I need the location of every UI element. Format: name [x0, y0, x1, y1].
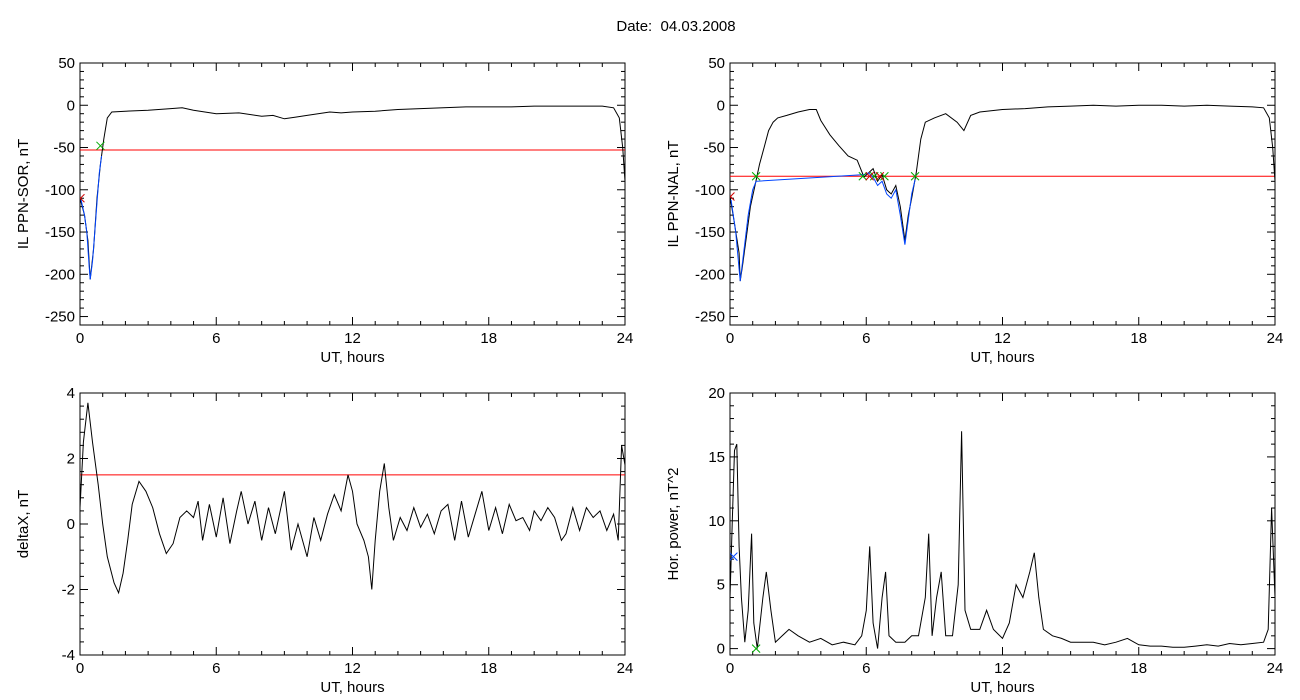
x-tick-label: 24 [1267, 660, 1284, 677]
series-line-0 [80, 105, 625, 280]
y-tick-label: 0 [717, 97, 725, 114]
x-axis-label: UT, hours [320, 679, 384, 696]
plot-nal: 0 6 12 18 24 50 0 -50 -100 -150 -200 -250 UT, hours I… [665, 55, 1283, 366]
event-marker [865, 171, 875, 181]
y-tick-label: 15 [708, 449, 725, 466]
y-tick-label: 50 [58, 55, 75, 72]
x-tick-label: 12 [994, 330, 1011, 347]
event-marker-stroke [96, 141, 105, 151]
event-marker [80, 193, 85, 203]
x-tick-label: 0 [76, 330, 84, 347]
plot-frame [729, 392, 1276, 656]
y-tick-label: 2 [67, 451, 75, 468]
x-tick-label: 24 [1267, 330, 1284, 347]
series-line-0 [80, 402, 625, 595]
x-tick-label: 12 [344, 660, 361, 677]
y-tick-label: 20 [708, 385, 725, 402]
y-axis-label: IL PPN-NAL, nT [665, 141, 682, 248]
x-axis-label: UT, hours [320, 349, 384, 366]
y-axis-label: IL PPN-SOR, nT [15, 139, 32, 249]
x-tick-label: 18 [480, 330, 497, 347]
x-tick-label: 18 [1130, 660, 1147, 677]
y-tick-label: 10 [708, 513, 725, 530]
event-marker-stroke [730, 192, 735, 198]
event-marker [751, 644, 761, 653]
event-marker-stroke [865, 171, 875, 181]
x-tick-label: 6 [212, 660, 220, 677]
event-marker-stroke [910, 171, 920, 181]
plot-data-area [730, 431, 1275, 653]
series-line-0 [730, 431, 1275, 649]
y-tick-label: -100 [695, 182, 725, 199]
event-marker-stroke [875, 171, 885, 181]
x-tick-label: 24 [617, 660, 634, 677]
plot-data-area [80, 402, 625, 595]
plot-frame [79, 392, 626, 656]
event-marker-stroke [730, 552, 738, 561]
x-tick-label: 0 [726, 330, 734, 347]
x-tick-label: 6 [212, 330, 220, 347]
y-tick-label: -200 [45, 266, 75, 283]
event-marker-stroke [880, 171, 889, 181]
y-tick-label: -150 [695, 224, 725, 241]
y-tick-label: -250 [695, 309, 725, 326]
x-tick-label: 6 [862, 660, 870, 677]
event-marker [730, 192, 735, 201]
plot-deltax: 0 6 12 18 24 4 2 0 -2 -4 UT, hours deltaX, nT [15, 385, 633, 696]
y-axis-label: deltaX, nT [15, 490, 32, 558]
y-tick-label: 4 [67, 385, 75, 402]
event-marker [96, 141, 105, 151]
page-title: Date: 04.03.2008 [616, 18, 736, 35]
x-axis-label: UT, hours [970, 349, 1034, 366]
event-marker [880, 171, 889, 181]
plot-frame [79, 62, 626, 326]
series-line-0 [730, 104, 1275, 282]
y-tick-label: -150 [45, 224, 75, 241]
y-tick-label: -200 [695, 266, 725, 283]
x-tick-label: 12 [994, 660, 1011, 677]
y-tick-label: -50 [703, 140, 725, 157]
y-tick-label: 0 [67, 516, 75, 533]
y-tick-label: -2 [62, 582, 75, 599]
event-marker-stroke [858, 171, 868, 181]
plot-data-area [80, 105, 625, 280]
y-tick-label: -4 [62, 647, 75, 664]
series-line-1 [730, 172, 916, 282]
plot-sor: 0 6 12 18 24 50 0 -50 -100 -150 -200 -250 UT, hours I… [15, 55, 633, 366]
y-axis-label: Hor. power, nT^2 [665, 468, 682, 581]
x-tick-label: 24 [617, 330, 634, 347]
event-marker-stroke [751, 644, 761, 653]
event-marker [875, 171, 885, 181]
event-marker-stroke [80, 193, 85, 200]
x-tick-label: 18 [480, 660, 497, 677]
event-marker [751, 171, 761, 181]
x-axis-label: UT, hours [970, 679, 1034, 696]
event-marker-stroke [751, 171, 761, 181]
y-tick-label: 5 [717, 577, 725, 594]
y-tick-label: 50 [708, 55, 725, 72]
plot-frame [729, 62, 1276, 326]
y-tick-label: 0 [717, 641, 725, 658]
y-tick-label: -50 [53, 140, 75, 157]
y-tick-label: -250 [45, 309, 75, 326]
x-tick-label: 18 [1130, 330, 1147, 347]
x-tick-label: 6 [862, 330, 870, 347]
plot-power: 0 6 12 18 24 20 15 10 5 0 UT, hours Hor. power, nT^… [665, 385, 1283, 696]
plot-data-area [730, 104, 1275, 282]
y-tick-label: -100 [45, 182, 75, 199]
event-marker [858, 171, 868, 181]
event-marker [730, 552, 738, 561]
series-line-1 [80, 155, 103, 280]
x-tick-label: 12 [344, 330, 361, 347]
x-tick-label: 0 [726, 660, 734, 677]
x-tick-label: 0 [76, 660, 84, 677]
event-marker [910, 171, 920, 181]
y-tick-label: 0 [67, 97, 75, 114]
